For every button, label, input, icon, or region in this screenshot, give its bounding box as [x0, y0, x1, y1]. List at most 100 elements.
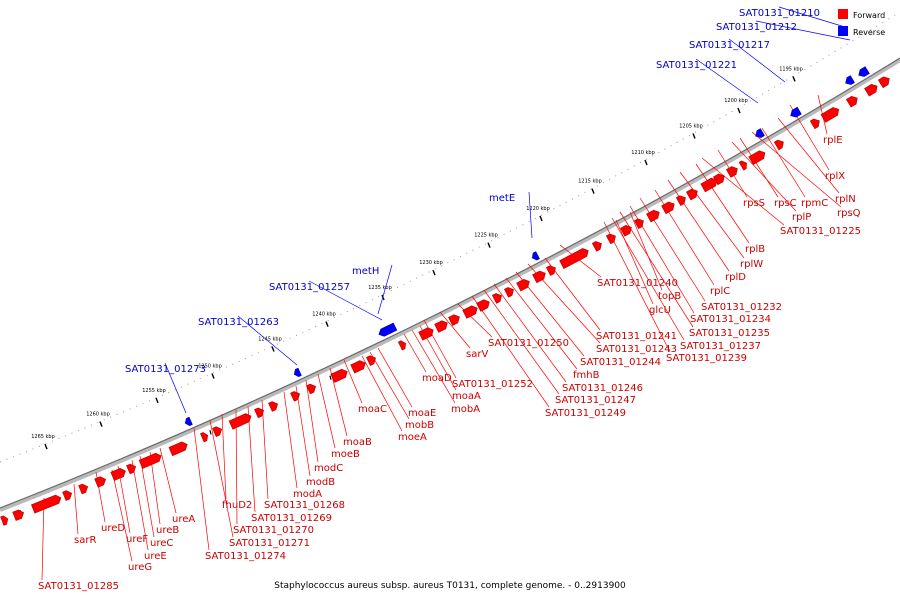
gene-label-sat0131-01285: SAT0131_01285 [38, 581, 119, 592]
forward-gene-arrow [620, 225, 632, 237]
gene-label-sat0131-01247: SAT0131_01247 [555, 395, 636, 406]
scale-tick-label: 1215 kbp [578, 179, 602, 185]
scale-tick-1220-kbp: 1220 kbp [526, 206, 550, 222]
gene-label-moea: moeA [398, 432, 427, 443]
leader-rpln [777, 117, 840, 194]
gene-label-moac: moaC [358, 404, 387, 415]
gene-label-rpsc: rpsC [774, 198, 797, 209]
gene-label-sat0131-01244: SAT0131_01244 [580, 357, 661, 368]
legend-forward-swatch [838, 9, 848, 19]
reverse-gene-arrow [858, 66, 870, 77]
forward-gene-arrow [532, 270, 546, 284]
gene-label-moba: mobA [451, 404, 480, 415]
scale-tick-1225-kbp: 1225 kbp [474, 233, 498, 248]
scale-tick-label: 1205 kbp [679, 124, 703, 130]
scale-tick-1245-kbp: 1245 kbp [258, 337, 282, 352]
scale-tick-label: 1210 kbp [631, 150, 655, 156]
forward-gene-arrow [713, 173, 725, 186]
reverse-gene-arrow [755, 128, 765, 138]
leader-uree [131, 459, 149, 551]
scale-tick-1205-kbp: 1205 kbp [679, 124, 703, 139]
leader-moac [343, 359, 363, 404]
forward-gene-arrow [700, 177, 718, 193]
leader-sarr [73, 483, 79, 535]
leader-glcu [615, 219, 654, 305]
leader-rpsc [739, 137, 779, 198]
gene-label-moae: moaE [408, 408, 436, 419]
leader-ureg [111, 469, 133, 562]
scale-tick-label: 1195 kbp [779, 66, 803, 72]
leader-sat0131-01210 [778, 6, 846, 28]
scale-tick-label: 1235 kbp [368, 285, 392, 291]
gene-label-rplx: rplX [825, 171, 845, 182]
leader-sat0131-01270 [235, 409, 238, 525]
gene-label-sat0131-01232: SAT0131_01232 [701, 302, 782, 313]
forward-gene-arrow [809, 118, 820, 130]
leader-sat0131-01285 [41, 497, 45, 581]
leader-sat0131-01274 [193, 427, 210, 551]
scale-tick-1260-kbp: 1260 kbp [86, 412, 110, 427]
minor-tick [209, 430, 212, 435]
gene-label-ureb: ureB [156, 525, 179, 536]
forward-gene-arrow [290, 391, 300, 402]
forward-gene-arrow [168, 441, 188, 457]
forward-gene-arrow [0, 515, 9, 526]
leader-sat0131-01225 [701, 157, 785, 226]
leader-mete [528, 191, 533, 239]
scale-tick-label: 1240 kbp [312, 312, 336, 318]
gene-labels: SAT0131_01210 SAT0131_01212 SAT0131_01217 S… [38, 8, 861, 592]
gene-label-mete: metE [489, 193, 515, 204]
forward-gene-arrow [126, 463, 137, 475]
forward-gene-arrow [820, 107, 840, 123]
leader-topb [629, 211, 663, 291]
backbone [0, 57, 900, 512]
forward-gene-arrow [545, 265, 556, 276]
leader-rpld [667, 179, 730, 272]
gene-label-uree: ureE [144, 551, 167, 562]
gene-label-sat0131-01268: SAT0131_01268 [264, 500, 345, 511]
gene-label-sat0131-01212: SAT0131_01212 [716, 22, 797, 33]
leader-sat0131-01239 [603, 221, 671, 353]
forward-gene-arrow [228, 413, 252, 430]
forward-gene-arrow [726, 166, 738, 178]
leader-moad [403, 333, 427, 373]
forward-gene-arrow [661, 201, 675, 215]
forward-gene-arrow [31, 494, 62, 514]
leader-rplw [679, 171, 745, 259]
forward-gene-arrow [877, 76, 890, 89]
forward-gene-arrow [675, 195, 686, 206]
leader-modb [295, 385, 311, 477]
gene-label-sat0131-01270: SAT0131_01270 [233, 525, 314, 536]
leader-rpmc [761, 127, 806, 198]
reverse-gene-arrow [532, 251, 540, 261]
gene-label-rplb: rplB [745, 244, 765, 255]
forward-gene-arrow [633, 218, 644, 230]
scale-tick-1235-kbp: 1235 kbp [368, 285, 392, 301]
leader-rplp [731, 141, 797, 212]
scale-tick-1255-kbp: 1255 kbp [142, 388, 166, 404]
forward-gene-arrow [748, 150, 766, 165]
scale-tick-1240-kbp: 1240 kbp [312, 312, 336, 327]
backbone-shadow [0, 58, 900, 512]
scale-tick-1230-kbp: 1230 kbp [419, 260, 443, 276]
forward-gene-arrow [254, 407, 265, 419]
forward-gene-arrow [110, 468, 126, 481]
scale-tick-label: 1225 kbp [474, 233, 498, 239]
forward-gene-arrow [212, 426, 223, 437]
forward-gene-arrow [94, 476, 106, 488]
leader-sarv [439, 311, 471, 349]
gene-label-topb: topB [658, 291, 681, 302]
gene-label-rpln: rplN [835, 194, 856, 205]
gene-label-rplp: rplP [792, 212, 811, 223]
leader-sat0131-01249 [471, 295, 550, 408]
scale-tick-1195-kbp: 1195 kbp [779, 66, 803, 82]
scale-tick-1210-kbp: 1210 kbp [631, 150, 655, 166]
gene-label-rplw: rplW [740, 259, 763, 270]
legend: Forward Reverse [838, 9, 885, 37]
gene-label-meth: metH [352, 266, 379, 277]
gene-label-rpld: rplD [725, 272, 746, 283]
leader-sat0131-01268 [261, 399, 269, 500]
gene-label-sat0131-01263: SAT0131_01263 [198, 317, 279, 328]
leader-mobb [369, 351, 410, 420]
